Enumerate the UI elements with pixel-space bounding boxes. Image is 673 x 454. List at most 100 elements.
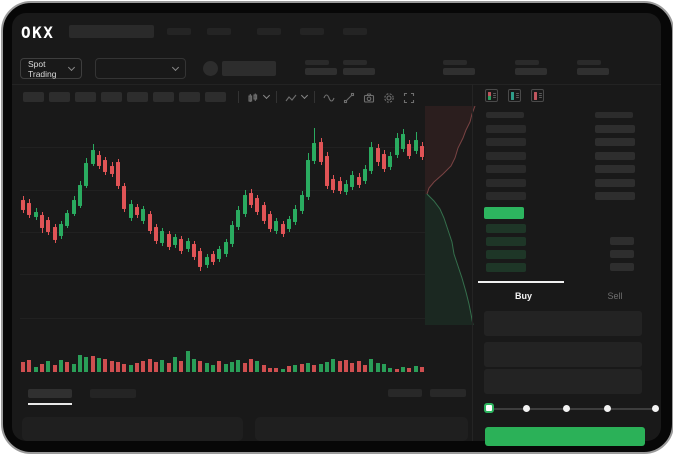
order-form-input[interactable] [484, 311, 642, 336]
nav-item-placeholder[interactable] [167, 28, 191, 35]
orderbook-bid-row[interactable] [486, 224, 526, 233]
orderbook-bid-row[interactable] [486, 250, 526, 259]
orderbook-ask-amount[interactable] [595, 192, 635, 200]
nav-item-placeholder[interactable] [343, 28, 367, 35]
candle-body [376, 148, 380, 162]
line-tool-icon[interactable] [342, 91, 355, 104]
screenshot-camera-icon[interactable] [362, 91, 375, 104]
candle-body [350, 175, 354, 187]
orderbook-bid-row[interactable] [486, 263, 526, 272]
timeframe-button-placeholder[interactable] [205, 92, 226, 102]
volume-bar [217, 361, 221, 372]
order-form-input[interactable] [484, 342, 642, 367]
volume-bar [382, 364, 386, 372]
timeframe-button-placeholder[interactable] [101, 92, 122, 102]
candle-body [224, 242, 228, 254]
candle-body [287, 219, 291, 229]
volume-bar [306, 363, 310, 372]
stat-value-placeholder [305, 68, 337, 75]
candle-body [179, 239, 183, 251]
timeframe-button-placeholder[interactable] [153, 92, 174, 102]
indicators-chevron-icon[interactable] [300, 91, 309, 100]
slider-stop[interactable] [523, 405, 530, 412]
indicators-icon[interactable] [284, 91, 297, 104]
header-search-placeholder[interactable] [69, 25, 154, 38]
orderbook-bid-amount[interactable] [610, 263, 634, 271]
orderbook-ask-amount[interactable] [595, 179, 635, 187]
orderbook-ask-row[interactable] [486, 192, 526, 200]
orderbook-ask-amount[interactable] [595, 138, 635, 146]
nav-item-placeholder[interactable] [207, 28, 231, 35]
orderbook-asks-only-icon[interactable] [531, 89, 544, 102]
settings-gear-icon[interactable] [382, 91, 395, 104]
orderbook-combined-icon[interactable] [485, 89, 498, 102]
buy-tab-indicator [478, 281, 564, 283]
market-type-dropdown[interactable]: Spot Trading [20, 58, 82, 79]
candle-body [148, 214, 152, 231]
candle-body [293, 209, 297, 222]
volume-bar [91, 356, 95, 372]
candle-body [325, 156, 329, 186]
candle-body [338, 181, 342, 191]
buy-button[interactable] [485, 427, 645, 446]
bottom-action-placeholder[interactable] [388, 389, 422, 397]
tab-buy[interactable]: Buy [514, 291, 532, 301]
orderbook-ask-amount[interactable] [595, 125, 635, 133]
stat-label-placeholder [577, 60, 601, 65]
volume-bar [224, 364, 228, 372]
candle-body [34, 212, 38, 217]
timeframe-button-placeholder[interactable] [75, 92, 96, 102]
toolbar-separator [314, 91, 315, 103]
candle-body [110, 166, 114, 174]
orderbook-ask-amount[interactable] [595, 165, 635, 173]
timeframe-button-placeholder[interactable] [127, 92, 148, 102]
bottom-action-placeholder[interactable] [430, 389, 466, 397]
volume-bar [407, 368, 411, 372]
bottom-tab-placeholder[interactable] [28, 389, 72, 398]
chart-gridline [20, 190, 425, 191]
amount-slider-track[interactable] [488, 408, 656, 410]
candle-body [382, 154, 386, 169]
nav-item-placeholder[interactable] [300, 28, 324, 35]
orderbook-ask-row[interactable] [486, 152, 526, 160]
orderbook-bid-amount[interactable] [610, 250, 634, 258]
tab-sell[interactable]: Sell [607, 291, 623, 301]
slider-stop[interactable] [563, 405, 570, 412]
toolbar-separator [238, 91, 239, 103]
volume-bar [369, 359, 373, 372]
orderbook-bid-row[interactable] [486, 237, 526, 246]
wave-tool-icon[interactable] [322, 91, 335, 104]
amount-slider-handle[interactable] [484, 403, 494, 413]
chart-type-icon[interactable] [246, 91, 259, 104]
volume-bar [350, 363, 354, 372]
orderbook-ask-row[interactable] [486, 138, 526, 146]
candle-body [300, 195, 304, 211]
timeframe-button-placeholder[interactable] [179, 92, 200, 102]
volume-bar [148, 359, 152, 372]
orderbook-ask-row[interactable] [486, 179, 526, 187]
timeframe-button-placeholder[interactable] [23, 92, 44, 102]
order-form-input[interactable] [484, 369, 642, 394]
pair-selector-dropdown[interactable] [95, 58, 186, 79]
okx-logo: OKX [21, 23, 55, 42]
orderbook-ask-amount[interactable] [595, 152, 635, 160]
volume-bar [376, 363, 380, 372]
fullscreen-icon[interactable] [402, 91, 415, 104]
candle-body [407, 144, 411, 156]
volume-bar [287, 366, 291, 372]
slider-stop[interactable] [652, 405, 659, 412]
candle-body [160, 231, 164, 243]
orderbook-bids-only-icon[interactable] [508, 89, 521, 102]
orderbook-ask-row[interactable] [486, 165, 526, 173]
bottom-tab-placeholder[interactable] [90, 389, 136, 398]
candle-body [331, 179, 335, 190]
volume-bar [300, 364, 304, 372]
chart-type-chevron-icon[interactable] [262, 91, 271, 100]
nav-item-placeholder[interactable] [257, 28, 281, 35]
timeframe-button-placeholder[interactable] [49, 92, 70, 102]
slider-stop[interactable] [604, 405, 611, 412]
candle-body [274, 221, 278, 231]
orderbook-bid-amount[interactable] [610, 237, 634, 245]
orderbook-ask-row[interactable] [486, 125, 526, 133]
coin-icon [203, 61, 218, 76]
